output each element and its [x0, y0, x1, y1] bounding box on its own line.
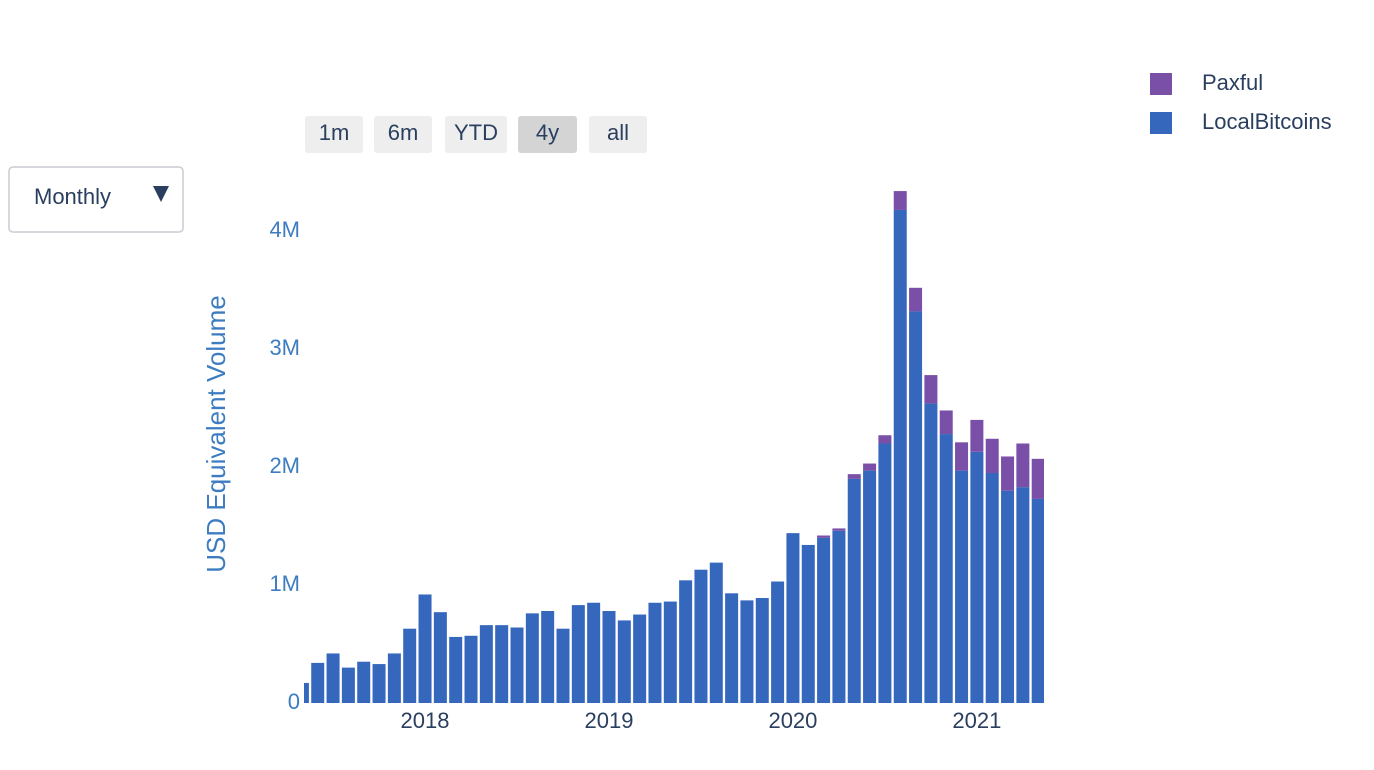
legend-label[interactable]: Paxful [1202, 70, 1263, 95]
bar [955, 470, 969, 703]
range-button[interactable] [518, 116, 577, 153]
bar [663, 601, 677, 703]
bar [847, 478, 861, 703]
y-axis-title: USD Equivalent Volume [201, 295, 231, 572]
bar [387, 653, 401, 703]
bar [679, 580, 693, 703]
bar [648, 602, 662, 703]
range-button[interactable] [305, 116, 363, 153]
bar [970, 451, 984, 703]
bar [755, 598, 769, 703]
bar [525, 613, 539, 703]
bar [433, 612, 447, 703]
bar [464, 635, 478, 703]
dropdown-label[interactable]: Monthly [34, 184, 111, 209]
bar [694, 569, 708, 703]
range-button-label[interactable]: YTD [454, 120, 498, 145]
bar [847, 474, 861, 479]
bar [786, 533, 800, 703]
range-button-label[interactable]: all [607, 120, 629, 145]
bar [311, 662, 325, 703]
legend-label[interactable]: LocalBitcoins [1202, 109, 1332, 134]
plot-area [304, 191, 1044, 703]
bar [909, 311, 923, 703]
bar [909, 287, 923, 312]
range-button-label[interactable]: 4y [536, 120, 559, 145]
x-tick-label: 2021 [952, 708, 1001, 733]
range-button[interactable] [589, 116, 647, 153]
bar [1001, 490, 1015, 703]
x-tick-label: 2018 [401, 708, 450, 733]
bar [924, 403, 938, 703]
bar [832, 528, 846, 531]
range-button-label[interactable]: 1m [319, 120, 350, 145]
bar [817, 535, 831, 538]
y-tick-label: 4M [269, 217, 300, 242]
bar [817, 537, 831, 703]
bar [985, 472, 999, 703]
bar [955, 442, 969, 471]
bar [541, 610, 555, 703]
range-button-label[interactable]: 6m [388, 120, 419, 145]
legend-swatch[interactable] [1150, 112, 1172, 134]
bar [602, 610, 616, 703]
bar [449, 636, 463, 703]
legend-swatch[interactable] [1150, 73, 1172, 95]
dropdown-box[interactable] [8, 166, 184, 233]
bar [709, 562, 723, 703]
bar [725, 593, 739, 703]
x-tick-label: 2019 [585, 708, 634, 733]
bar [878, 443, 892, 703]
bar [1031, 458, 1044, 499]
bar [1016, 487, 1030, 703]
bar [878, 435, 892, 444]
bar [403, 628, 417, 703]
bar [771, 581, 785, 703]
bar [939, 410, 953, 435]
bar [939, 434, 953, 703]
y-tick-label: 3M [269, 335, 300, 360]
bar [863, 463, 877, 471]
bar [633, 614, 647, 703]
bar [1001, 456, 1015, 491]
bar [418, 594, 432, 703]
bar [893, 191, 907, 210]
bar [801, 544, 815, 703]
bar [479, 625, 493, 703]
bar [617, 620, 631, 703]
bar [341, 667, 355, 703]
dropdown-arrow[interactable] [153, 186, 169, 202]
dropdown[interactable]: Monthly [8, 166, 184, 233]
bar [740, 600, 754, 703]
bar [495, 625, 509, 703]
bar [571, 605, 585, 703]
y-tick-label: 2M [269, 453, 300, 478]
range-button[interactable] [374, 116, 432, 153]
bar [510, 627, 524, 703]
bar [304, 682, 309, 703]
bar [893, 209, 907, 703]
bar [1016, 443, 1030, 488]
bar [924, 375, 938, 404]
bar [357, 661, 371, 703]
x-tick-label: 2020 [768, 708, 817, 733]
bar [832, 530, 846, 703]
bar [326, 653, 340, 703]
y-tick-label: 0 [288, 689, 300, 714]
bar [587, 602, 601, 703]
range-button[interactable] [445, 116, 507, 153]
bar [863, 470, 877, 703]
bar [556, 628, 570, 703]
bar [1031, 498, 1044, 703]
bar [985, 438, 999, 473]
y-tick-label: 1M [269, 571, 300, 596]
bar [372, 664, 386, 703]
bar [970, 419, 984, 452]
